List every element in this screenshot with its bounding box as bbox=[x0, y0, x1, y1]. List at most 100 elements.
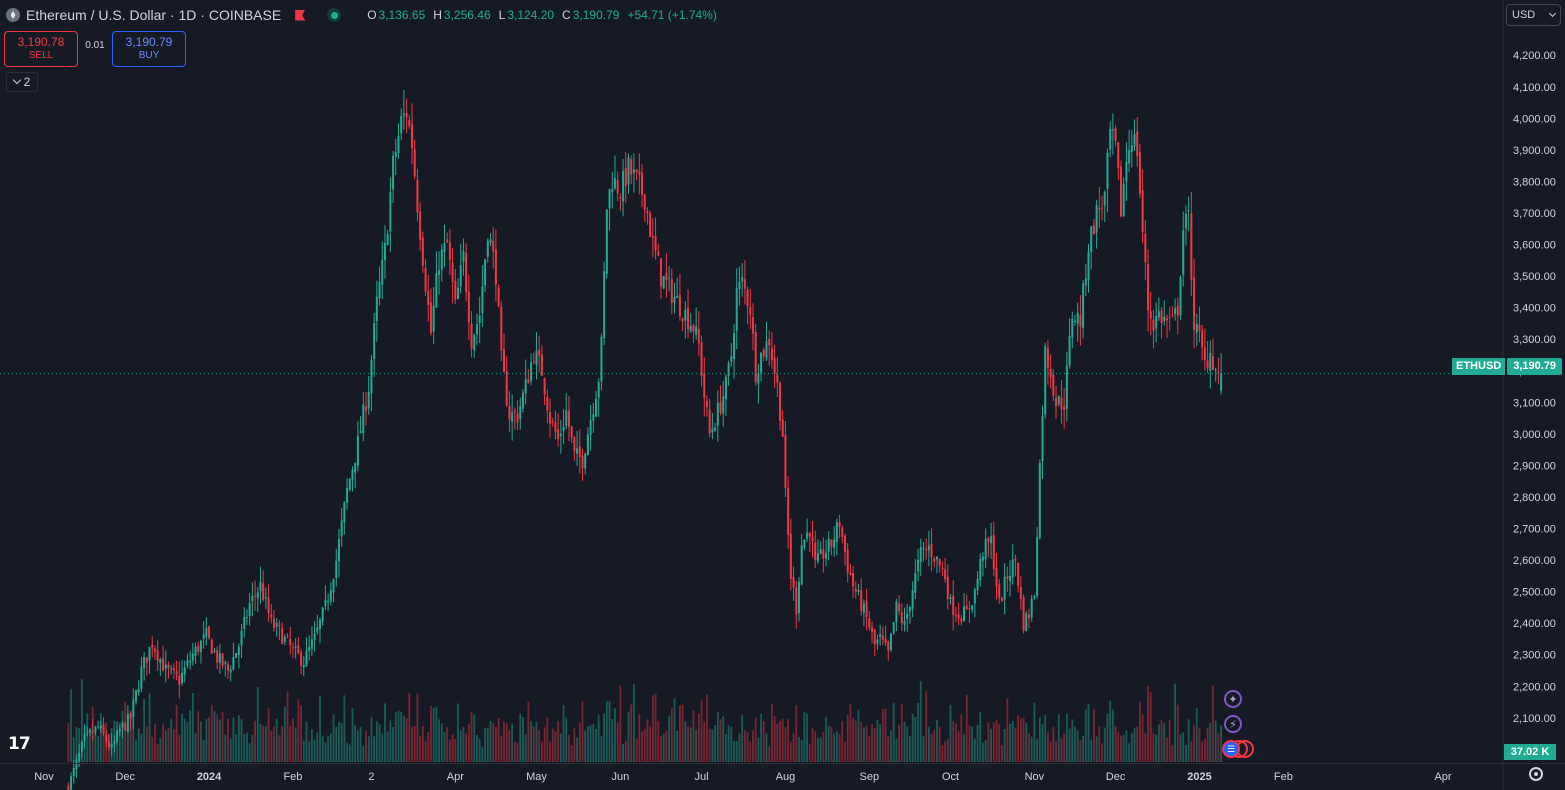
sell-button[interactable]: 3,190.78 SELL bbox=[4, 31, 78, 67]
volume-bar bbox=[938, 726, 941, 762]
candle-body bbox=[603, 271, 606, 339]
volume-bar bbox=[711, 729, 714, 762]
volume-bar bbox=[97, 736, 100, 762]
sparkle-event-icon[interactable]: ✦ bbox=[1224, 690, 1242, 708]
volume-bar bbox=[1163, 722, 1166, 762]
volume-bar bbox=[1193, 724, 1195, 762]
candle-body bbox=[121, 723, 124, 728]
candle-body bbox=[148, 646, 151, 661]
volume-bar bbox=[1041, 723, 1044, 762]
candle-body bbox=[381, 259, 384, 285]
indicators-count: 2 bbox=[23, 75, 31, 89]
volume-bar bbox=[1063, 733, 1066, 762]
buy-button[interactable]: 3,190.79 BUY bbox=[112, 31, 186, 67]
candle-body bbox=[470, 323, 473, 349]
volume-bar bbox=[911, 713, 914, 762]
candle-body bbox=[746, 289, 749, 307]
volume-bar bbox=[1111, 709, 1114, 762]
volume-bar bbox=[616, 722, 619, 762]
candle-body bbox=[700, 342, 703, 377]
candle-body bbox=[240, 630, 243, 646]
volume-bar bbox=[513, 741, 516, 762]
volume-bar bbox=[1120, 735, 1122, 762]
volume-bar bbox=[1160, 720, 1163, 762]
candle-body bbox=[930, 543, 933, 557]
volume-bar bbox=[1087, 703, 1090, 762]
volume-bar bbox=[389, 720, 392, 762]
volume-bar bbox=[611, 719, 614, 762]
candle-body bbox=[622, 171, 625, 202]
volume-bar bbox=[587, 726, 589, 762]
candle-body bbox=[521, 392, 524, 409]
candle-body bbox=[643, 194, 646, 210]
candle-body bbox=[421, 237, 424, 267]
us-flag-event-icon[interactable]: ☰ bbox=[1222, 740, 1240, 758]
volume-bar bbox=[189, 710, 192, 762]
candle-body bbox=[860, 590, 863, 612]
candle-body bbox=[186, 660, 189, 666]
candle-body bbox=[432, 305, 435, 332]
volume-bar bbox=[825, 716, 827, 762]
x-tick-label: Dec bbox=[115, 771, 135, 783]
candle-body bbox=[1046, 348, 1049, 368]
volume-bar bbox=[762, 721, 765, 762]
volume-bar bbox=[700, 700, 703, 762]
candle-body bbox=[676, 295, 679, 298]
volume-bar bbox=[67, 723, 70, 762]
candle-body bbox=[873, 629, 876, 645]
volume-bar bbox=[1090, 739, 1093, 762]
candle-body bbox=[871, 626, 874, 632]
volume-bar bbox=[546, 717, 549, 762]
volume-bar bbox=[319, 695, 321, 762]
volume-bar bbox=[454, 738, 457, 762]
tradingview-logo[interactable]: 17 bbox=[8, 734, 31, 754]
candle-body bbox=[795, 587, 798, 615]
volume-bar bbox=[860, 721, 863, 762]
lightning-event-icon[interactable]: ⚡ bbox=[1224, 715, 1242, 733]
candle-body bbox=[164, 664, 167, 669]
volume-bar bbox=[251, 734, 254, 762]
candle-body bbox=[97, 726, 100, 728]
indicators-toggle-button[interactable]: 2 bbox=[6, 72, 38, 92]
candle-body bbox=[259, 581, 262, 592]
candle-body bbox=[892, 622, 895, 633]
volume-bar bbox=[310, 729, 313, 762]
currency-select[interactable]: USD bbox=[1506, 4, 1561, 26]
candle-body bbox=[289, 638, 292, 646]
candle-body bbox=[153, 648, 156, 652]
volume-bar bbox=[1198, 727, 1201, 762]
candle-body bbox=[641, 172, 644, 195]
candle-body bbox=[681, 318, 684, 322]
candle-body bbox=[779, 382, 782, 421]
volume-bar bbox=[987, 722, 990, 762]
volume-bar bbox=[670, 707, 673, 762]
volume-bar bbox=[627, 711, 630, 762]
volume-bar bbox=[1049, 741, 1052, 762]
volume-bar bbox=[909, 736, 911, 762]
plot-area[interactable] bbox=[0, 90, 1503, 790]
symbol-title[interactable]: Ethereum / U.S. Dollar · 1D · COINBASE bbox=[26, 7, 282, 23]
volume-bar bbox=[549, 741, 551, 762]
candle-body bbox=[995, 567, 998, 587]
volume-bar bbox=[849, 704, 852, 762]
y-tick-label: 3,800.00 bbox=[1513, 176, 1556, 188]
volume-bar bbox=[248, 743, 251, 762]
settings-gear-icon[interactable] bbox=[1529, 767, 1543, 781]
candle-body bbox=[327, 600, 330, 603]
flag-icon[interactable] bbox=[295, 9, 306, 21]
x-tick-label: Feb bbox=[283, 771, 302, 783]
candle-body bbox=[1055, 397, 1058, 407]
candle-body bbox=[1079, 315, 1082, 327]
volume-bar bbox=[673, 698, 676, 762]
volume-bar bbox=[321, 735, 324, 762]
candle-body bbox=[1171, 314, 1174, 316]
volume-bar bbox=[99, 713, 102, 762]
volume-bar bbox=[143, 699, 146, 762]
volume-bar bbox=[519, 713, 522, 762]
volume-bar bbox=[1047, 732, 1049, 762]
y-tick-label: 2,600.00 bbox=[1513, 555, 1556, 567]
volume-bar bbox=[811, 727, 814, 762]
volume-bar bbox=[941, 745, 944, 762]
